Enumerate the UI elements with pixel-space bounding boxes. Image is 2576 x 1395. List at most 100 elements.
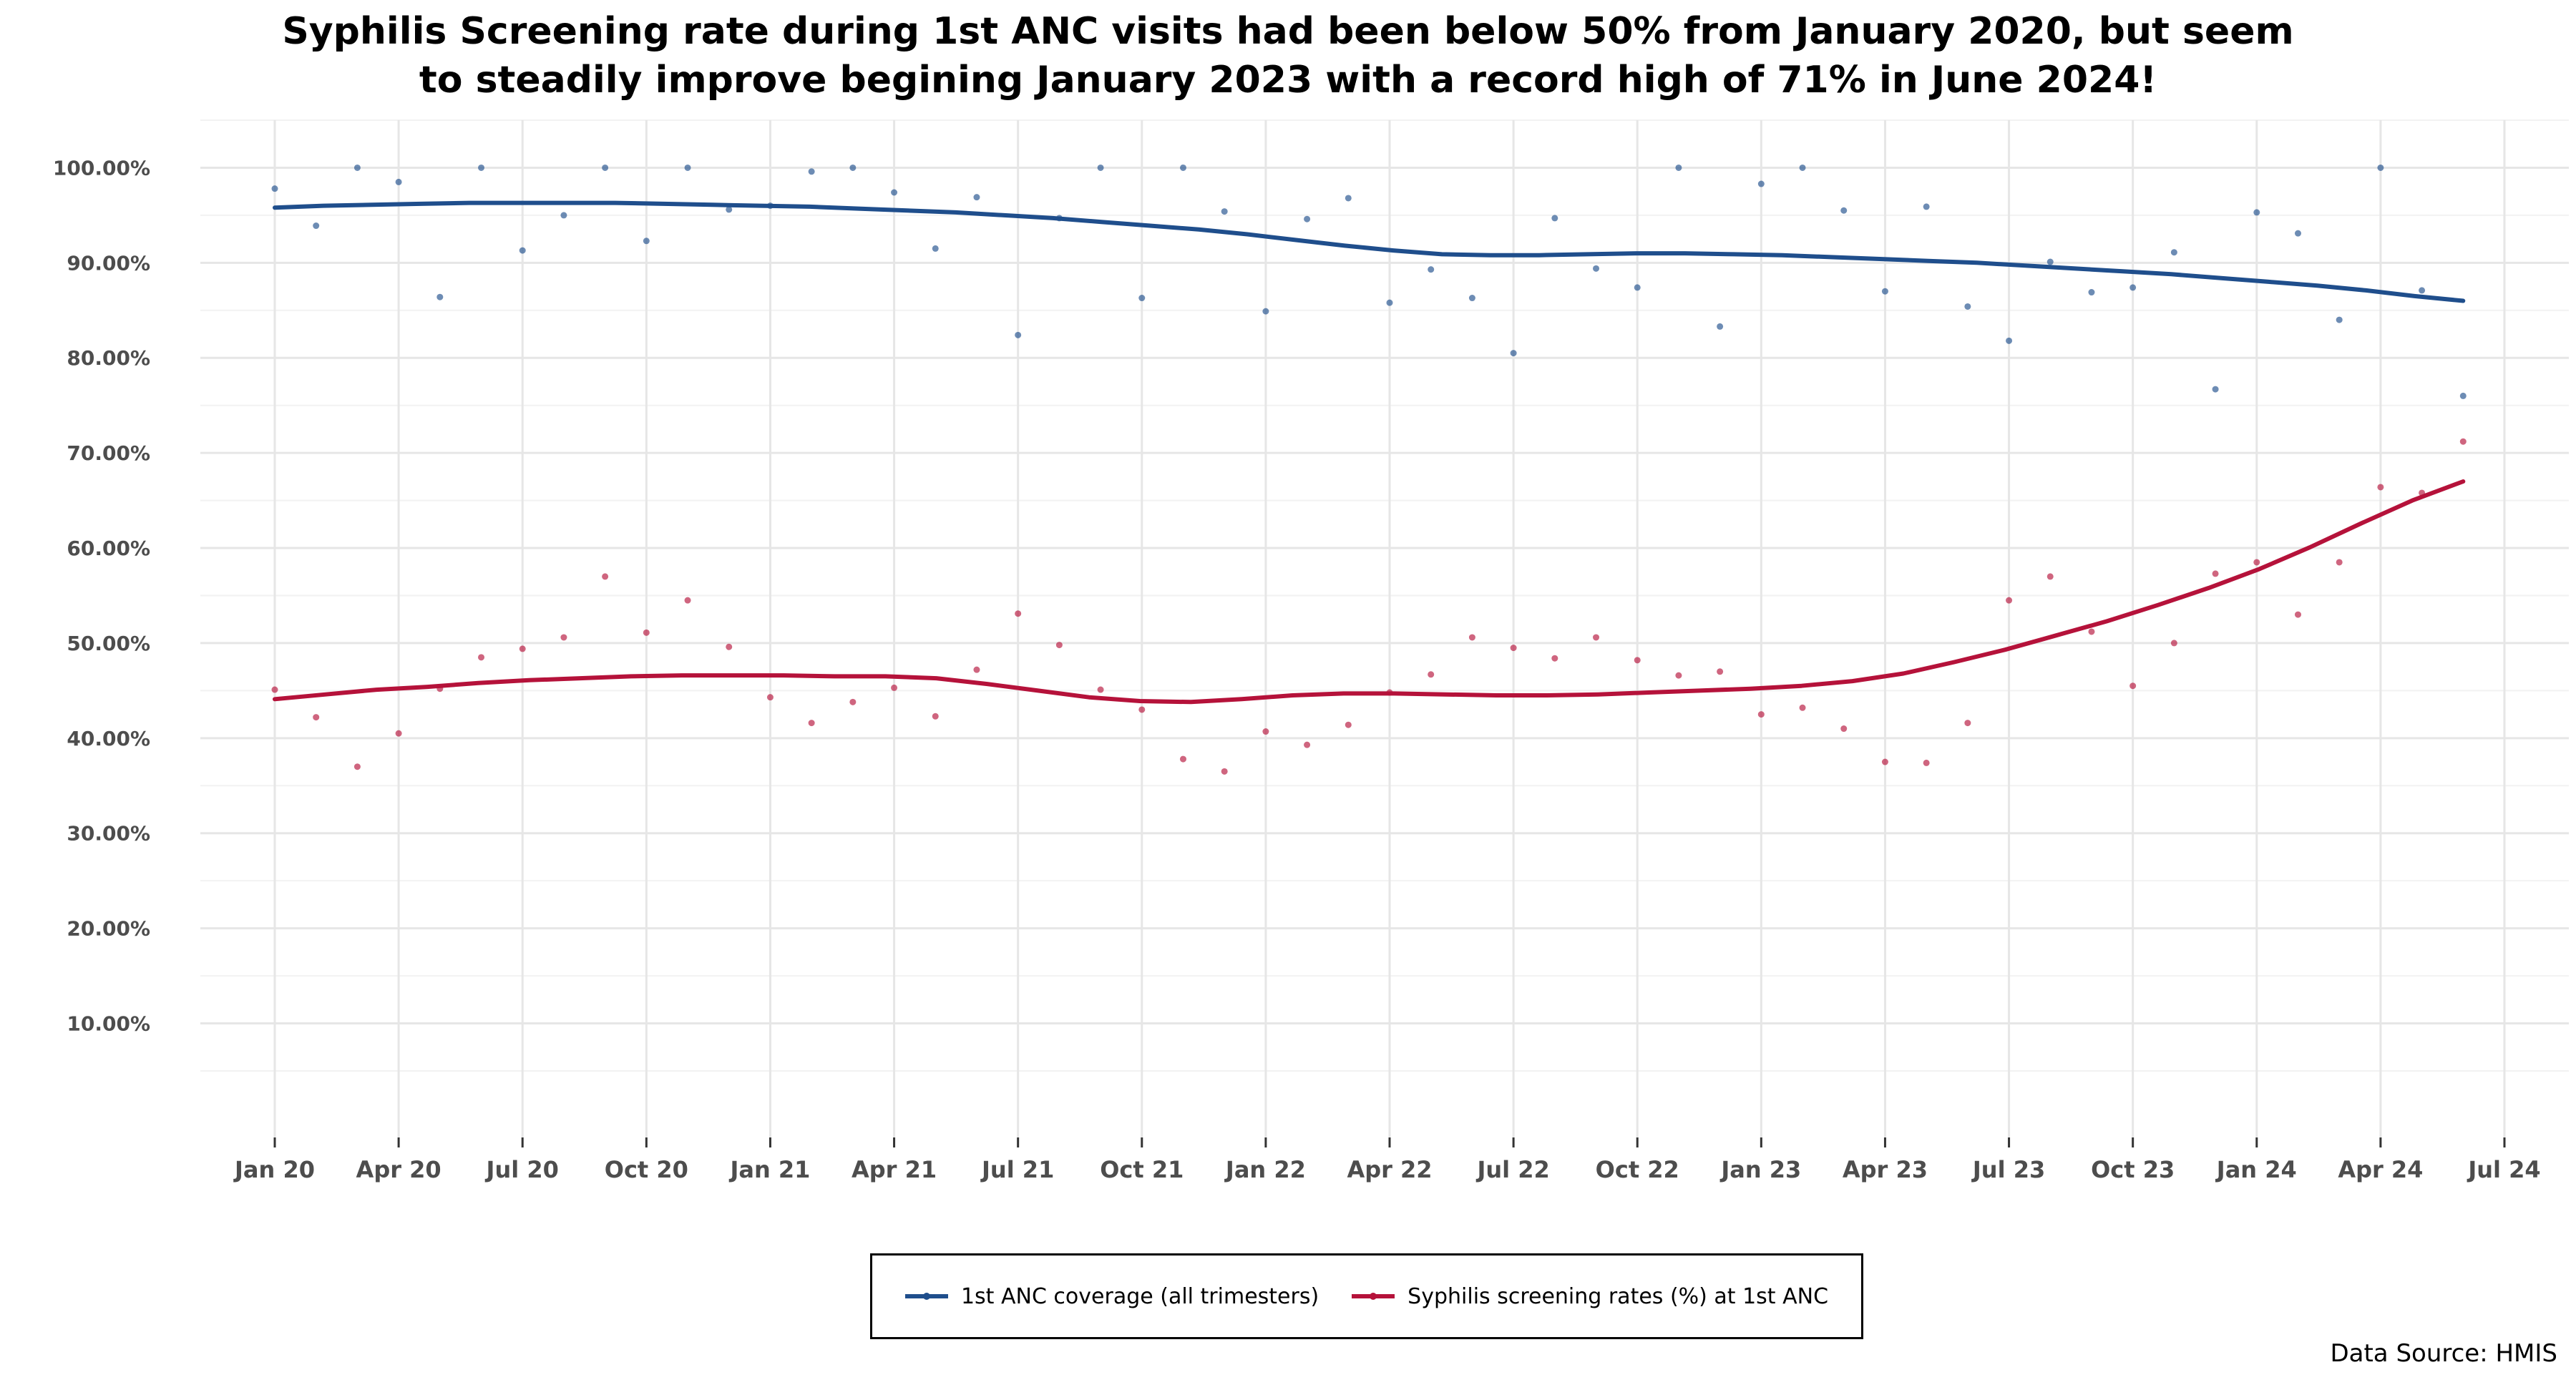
y-tick-label: 100.00%: [53, 156, 150, 180]
data-point-syphilis-screening: [1262, 728, 1269, 735]
data-point-anc-coverage: [2212, 386, 2219, 393]
chart-title-line-2: to steadily improve begining January 202…: [419, 59, 2157, 102]
legend: 1st ANC coverage (all trimesters) Syphil…: [870, 1253, 1863, 1339]
data-point-anc-coverage: [1799, 164, 1806, 171]
data-point-syphilis-screening: [1345, 721, 1352, 728]
data-point-syphilis-screening: [1097, 686, 1104, 693]
data-point-anc-coverage: [2459, 392, 2467, 399]
data-point-syphilis-screening: [1593, 634, 1600, 641]
x-tick-label: Oct 23: [2091, 1156, 2175, 1183]
x-tick-label: Apr 21: [852, 1156, 937, 1183]
data-point-syphilis-screening: [1055, 642, 1063, 649]
data-point-syphilis-screening: [1881, 758, 1888, 765]
data-point-syphilis-screening: [1757, 711, 1765, 718]
data-point-anc-coverage: [2129, 284, 2137, 291]
data-point-syphilis-screening: [2046, 573, 2054, 580]
x-tick-label: Apr 20: [356, 1156, 441, 1183]
data-point-syphilis-screening: [353, 763, 361, 770]
data-point-syphilis-screening: [2006, 597, 2013, 604]
trend-line-syphilis-screening: [273, 479, 2466, 705]
data-point-syphilis-screening: [478, 654, 485, 661]
data-point-syphilis-screening: [766, 694, 774, 701]
y-tick-label: 40.00%: [67, 727, 150, 750]
data-point-syphilis-screening: [560, 634, 567, 641]
data-point-anc-coverage: [2046, 258, 2054, 265]
data-point-syphilis-screening: [1386, 689, 1393, 696]
x-tick-label: Jul 23: [1971, 1156, 2045, 1183]
data-point-syphilis-screening: [808, 720, 815, 727]
gridlines: [200, 119, 2569, 1137]
data-point-syphilis-screening: [1221, 768, 1228, 775]
data-point-anc-coverage: [1304, 215, 1311, 222]
data-point-syphilis-screening: [1468, 634, 1475, 641]
data-point-anc-coverage: [1675, 164, 1682, 171]
data-point-anc-coverage: [1097, 164, 1104, 171]
data-point-anc-coverage: [2336, 316, 2343, 323]
data-point-anc-coverage: [1840, 207, 1848, 214]
data-point-syphilis-screening: [519, 645, 526, 652]
x-tick-label: Oct 20: [605, 1156, 688, 1183]
data-point-syphilis-screening: [1551, 655, 1558, 662]
data-point-anc-coverage: [353, 164, 361, 171]
data-point-syphilis-screening: [2459, 438, 2467, 445]
data-point-syphilis-screening: [2377, 484, 2384, 491]
data-point-anc-coverage: [395, 178, 402, 185]
y-tick-label: 50.00%: [67, 632, 150, 655]
x-tick-label: Jan 24: [2215, 1156, 2297, 1183]
trend-line-anc-coverage: [273, 200, 2466, 303]
data-point-syphilis-screening: [2419, 489, 2426, 496]
data-point-syphilis-screening: [1717, 668, 1724, 675]
data-point-anc-coverage: [1262, 308, 1269, 315]
data-point-syphilis-screening: [1675, 672, 1682, 679]
x-tick-label: Jan 23: [1719, 1156, 1801, 1183]
data-point-anc-coverage: [560, 212, 567, 219]
data-point-syphilis-screening: [973, 666, 980, 673]
data-point-syphilis-screening: [1964, 720, 1971, 727]
data-point-anc-coverage: [2377, 164, 2384, 171]
data-point-anc-coverage: [849, 164, 857, 171]
legend-label-syphilis-screening: Syphilis screening rates (%) at 1st ANC: [1407, 1283, 1829, 1309]
data-point-anc-coverage: [726, 206, 733, 213]
data-point-syphilis-screening: [684, 597, 691, 604]
data-point-syphilis-screening: [643, 629, 650, 636]
data-point-syphilis-screening: [2294, 611, 2301, 618]
data-point-syphilis-screening: [1015, 610, 1022, 617]
x-tick-label: Jul 21: [980, 1156, 1054, 1183]
y-tick-label: 80.00%: [67, 346, 150, 370]
data-point-syphilis-screening: [2336, 559, 2343, 566]
data-point-anc-coverage: [1593, 265, 1600, 272]
axis-ticks: 10.00% 20.00% 30.00% 40.00% 50.00% 60.00% 70.0…: [53, 156, 2541, 1183]
data-point-anc-coverage: [932, 245, 939, 252]
data-point-anc-coverage: [1138, 295, 1146, 302]
data-point-anc-coverage: [891, 189, 898, 196]
data-point-syphilis-screening: [395, 730, 402, 737]
data-point-anc-coverage: [1757, 180, 1765, 187]
data-point-anc-coverage: [2253, 209, 2260, 216]
data-point-syphilis-screening: [2088, 628, 2095, 635]
data-point-anc-coverage: [478, 164, 485, 171]
data-point-syphilis-screening: [1428, 671, 1435, 678]
data-point-anc-coverage: [1634, 284, 1641, 291]
legend-key-syphilis-screening: [1352, 1293, 1395, 1300]
data-point-anc-coverage: [1551, 215, 1558, 222]
data-point-anc-coverage: [2294, 230, 2301, 237]
data-points: [271, 164, 2467, 775]
x-tick-label: Jul 22: [1475, 1156, 1549, 1183]
data-point-anc-coverage: [2170, 249, 2177, 256]
legend-label-anc-coverage: 1st ANC coverage (all trimesters): [960, 1283, 1319, 1309]
x-tick-label: Jan 21: [728, 1156, 810, 1183]
data-point-syphilis-screening: [2253, 559, 2260, 566]
data-point-syphilis-screening: [726, 643, 733, 650]
data-point-syphilis-screening: [2129, 682, 2137, 690]
data-point-syphilis-screening: [1634, 657, 1641, 664]
x-tick-label: Jan 20: [233, 1156, 315, 1183]
legend-key-anc-coverage: [904, 1293, 948, 1300]
data-point-anc-coverage: [1923, 203, 1930, 210]
data-point-anc-coverage: [973, 194, 980, 201]
data-point-syphilis-screening: [1840, 725, 1848, 733]
y-tick-label: 90.00%: [67, 251, 150, 275]
data-point-anc-coverage: [436, 293, 444, 300]
data-point-anc-coverage: [602, 164, 609, 171]
data-point-anc-coverage: [1345, 195, 1352, 202]
